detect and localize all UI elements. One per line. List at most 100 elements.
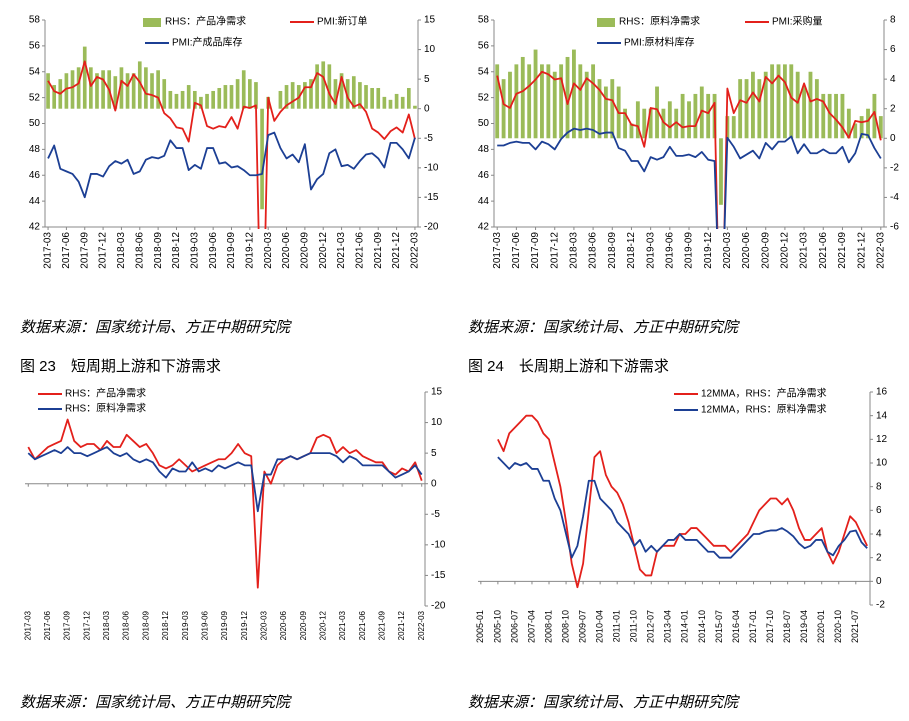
y2-tick-label: 10 (431, 417, 443, 428)
x-tick-label: 2018-07 (782, 610, 792, 643)
bar (248, 79, 252, 109)
line-series (27, 418, 423, 589)
bar (144, 67, 148, 109)
x-tick-label: 2014-01 (680, 610, 690, 643)
bar (763, 71, 768, 139)
x-tick-label: 2020-06 (741, 232, 752, 269)
x-tick-label: 2018-06 (588, 232, 599, 269)
y2-tick-label: 2 (876, 552, 882, 563)
bar (119, 67, 124, 109)
x-tick-label: 2011-01 (612, 610, 622, 642)
y2-tick-label: -20 (424, 222, 439, 233)
bar (162, 79, 167, 109)
bar (315, 64, 319, 109)
x-tick-label: 2017-03 (23, 610, 32, 640)
bar (731, 116, 736, 139)
bar (501, 79, 506, 139)
bar (358, 82, 362, 109)
bar (808, 71, 813, 139)
y2-tick-label: 5 (424, 74, 430, 85)
y2-tick-label: -2 (876, 600, 885, 611)
x-tick-label: 2017-06 (61, 232, 72, 269)
line-series (47, 131, 416, 199)
x-tick-label: 2008-01 (543, 610, 553, 643)
bar (101, 70, 105, 109)
y2-tick-label: -15 (431, 570, 446, 581)
bar (52, 85, 57, 109)
source-note: 数据来源：国家统计局、方正中期研究院 (468, 694, 740, 711)
y2-tick-label: 2 (890, 103, 896, 114)
y2-tick-label: 0 (876, 576, 882, 587)
bar (642, 108, 647, 139)
x-tick-label: 2021-12 (856, 232, 867, 269)
x-tick-label: 2021-09 (837, 232, 848, 269)
bar (719, 138, 723, 205)
legend-swatch (143, 18, 161, 27)
bar (540, 64, 544, 139)
x-tick-label: 2007-04 (526, 610, 536, 643)
bar (853, 123, 858, 139)
bar (254, 82, 258, 109)
bar (137, 61, 142, 109)
x-tick-label: 2021-09 (373, 232, 384, 269)
x-tick-label: 2005-10 (492, 610, 502, 643)
x-tick-label: 2018-09 (141, 610, 150, 640)
bar (131, 73, 136, 109)
x-tick-label: 2017-12 (549, 232, 560, 269)
x-tick-label: 2020-12 (780, 232, 791, 269)
bar (834, 93, 838, 139)
bar (345, 79, 350, 109)
x-tick-label: 2019-03 (189, 232, 200, 269)
bar (125, 73, 130, 109)
bar (572, 49, 576, 139)
bar (394, 93, 399, 109)
legend-label: PMI:采购量 (772, 15, 823, 28)
x-tick-label: 2020-12 (318, 610, 327, 640)
bar (610, 79, 615, 139)
bar (693, 93, 698, 139)
x-tick-label: 2019-06 (200, 610, 209, 640)
y2-tick-label: 10 (876, 458, 888, 469)
x-tick-label: 2020-03 (263, 232, 274, 269)
bar (757, 79, 762, 139)
bar (339, 73, 344, 109)
y2-tick-label: -5 (424, 133, 433, 144)
legend-label: RHS：原料净需求 (65, 402, 146, 415)
x-tick-label: 2017-06 (43, 610, 52, 640)
bar (46, 73, 50, 109)
legend-label: PMI:产成品库存 (172, 36, 243, 49)
bar (82, 46, 87, 109)
bar (508, 71, 512, 139)
x-tick-label: 2017-12 (82, 610, 91, 640)
y-tick-label: 50 (478, 118, 490, 129)
bar (309, 79, 313, 109)
bar (333, 79, 338, 109)
y2-tick-label: -20 (431, 601, 446, 612)
y-tick-label: 58 (478, 15, 490, 26)
bar (751, 71, 755, 139)
line-series (497, 456, 868, 559)
bar (840, 93, 845, 139)
bar (872, 93, 877, 139)
bar (655, 86, 659, 139)
legend-label: RHS：产品净需求 (65, 387, 146, 400)
x-tick-label: 2013-04 (663, 610, 673, 643)
bar (284, 85, 289, 109)
bar (229, 85, 234, 109)
y2-tick-label: -10 (424, 162, 439, 173)
bar (527, 64, 532, 139)
bar (629, 123, 634, 139)
bar (223, 85, 228, 109)
bar (400, 96, 405, 109)
bar (846, 108, 851, 139)
x-tick-label: 2018-12 (161, 610, 170, 640)
x-tick-label: 2021-03 (338, 610, 347, 640)
legend-label: PMI:新订单 (317, 15, 368, 28)
x-tick-label: 2019-04 (799, 610, 809, 643)
x-tick-label: 2008-10 (560, 610, 570, 643)
x-tick-label: 2021-03 (336, 232, 347, 269)
x-tick-label: 2019-06 (664, 232, 675, 269)
x-tick-label: 2017-09 (530, 232, 541, 269)
x-tick-label: 2020-06 (281, 232, 292, 269)
y2-tick-label: -15 (424, 192, 439, 203)
